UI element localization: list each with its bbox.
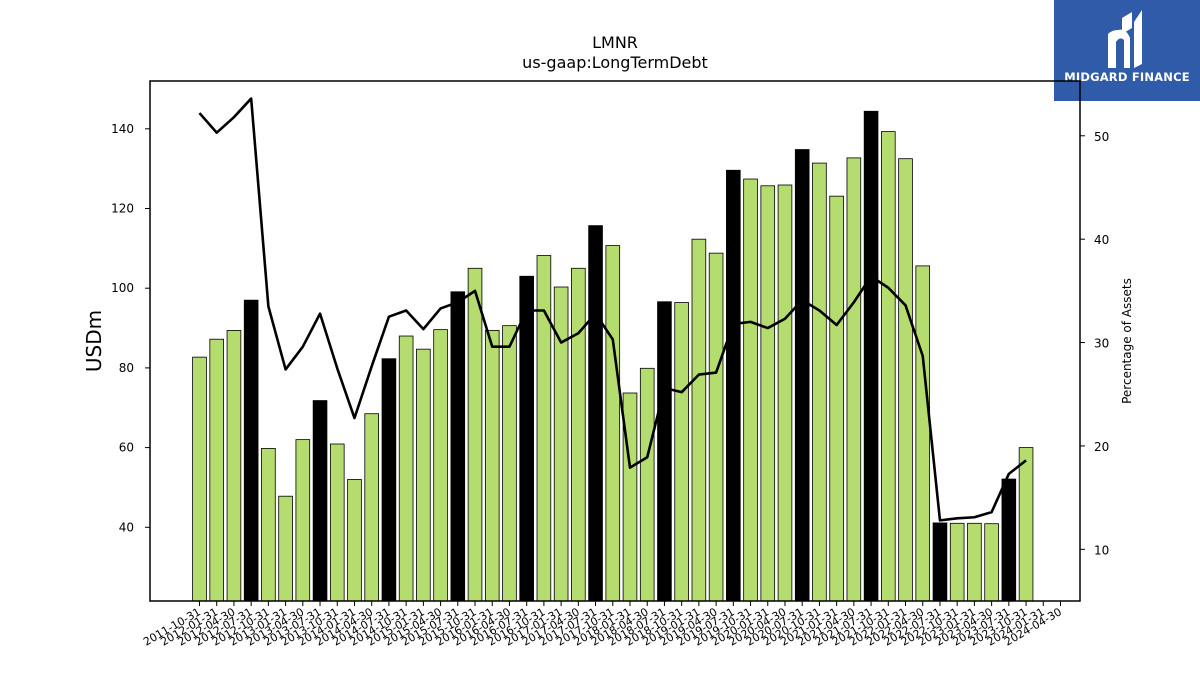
bar-2011-10-31 xyxy=(192,356,207,602)
series-line-pct-of-assets xyxy=(198,97,1027,522)
bar-2016-01-31 xyxy=(484,330,500,602)
y-left-tick-label: 40 xyxy=(119,520,134,534)
bar-2017-07-31 xyxy=(588,225,603,602)
bar-2018-10-31 xyxy=(674,302,689,602)
midgard-logo-icon xyxy=(1108,10,1142,68)
plot-frame xyxy=(149,80,1081,602)
brand-name: MIDGARD FINANCE xyxy=(1064,70,1190,84)
bar-2016-04-30 xyxy=(502,325,517,602)
bar-2012-04-30 xyxy=(226,330,242,602)
bar-2018-04-30 xyxy=(639,367,655,602)
y-axis-left-label: USDm xyxy=(82,310,106,372)
y-axis-right-label: Percentage of Assets xyxy=(1120,278,1134,404)
bar-2013-10-31 xyxy=(329,443,345,602)
y-left-tick-label: 120 xyxy=(111,202,134,216)
bar-2012-10-31 xyxy=(261,447,276,602)
bar-2020-07-31 xyxy=(794,149,810,602)
bar-2021-01-31 xyxy=(829,195,844,602)
bar-2012-07-31 xyxy=(243,299,259,602)
bar-2023-04-30 xyxy=(984,523,999,602)
bar-2017-04-30 xyxy=(571,267,586,602)
y-right-tick-label: 40 xyxy=(1094,233,1109,247)
bar-2015-07-31 xyxy=(450,291,466,602)
chart-title: LMNR xyxy=(592,33,638,52)
bar-2017-10-31 xyxy=(605,245,621,602)
bar-2021-04-30 xyxy=(846,157,862,602)
bar-2021-10-31 xyxy=(881,131,896,602)
x-axis: 2011-10-312012-01-312012-04-302012-07-31… xyxy=(141,601,1064,649)
y-right-tick-label: 50 xyxy=(1094,130,1109,144)
y-right-tick-label: 20 xyxy=(1094,440,1109,454)
bar-2022-01-31 xyxy=(898,158,913,602)
bar-2015-10-31 xyxy=(467,267,483,602)
bar-2012-01-31 xyxy=(209,338,225,602)
y-left-tick-label: 140 xyxy=(111,122,134,136)
bar-2022-10-31 xyxy=(949,522,965,602)
bar-2014-07-31 xyxy=(381,358,397,602)
bar-2015-04-30 xyxy=(433,329,448,602)
y-right-tick-label: 30 xyxy=(1094,337,1109,351)
bar-2018-07-31 xyxy=(657,301,672,602)
bar-2016-10-31 xyxy=(536,255,552,602)
bar-2022-04-30 xyxy=(915,265,931,602)
bar-2022-07-31 xyxy=(932,522,948,602)
y-left-tick-label: 100 xyxy=(111,281,134,295)
bar-2014-04-30 xyxy=(364,413,379,602)
chart-subtitle: us-gaap:LongTermDebt xyxy=(522,53,708,72)
bars-layer xyxy=(192,110,1034,602)
bar-2016-07-31 xyxy=(519,275,534,602)
bar-2014-10-31 xyxy=(398,335,414,602)
bar-2023-01-31 xyxy=(967,522,982,602)
bar-2023-07-31 xyxy=(1001,478,1017,602)
bar-2019-07-31 xyxy=(726,169,741,602)
y-left-tick-label: 80 xyxy=(119,361,134,375)
bar-2019-01-31 xyxy=(691,238,707,602)
y-left-tick-label: 60 xyxy=(119,441,134,455)
y-right-tick-label: 10 xyxy=(1094,543,1109,557)
bar-2019-04-30 xyxy=(708,252,724,602)
bar-2020-01-31 xyxy=(760,185,776,602)
bar-2015-01-31 xyxy=(416,348,431,602)
bar-2023-10-31 xyxy=(1018,447,1034,602)
bar-2021-07-31 xyxy=(863,110,879,602)
bar-2013-07-31 xyxy=(312,400,328,602)
bar-2020-04-30 xyxy=(777,184,793,602)
bar-2013-04-30 xyxy=(295,439,311,602)
bar-2014-01-31 xyxy=(347,479,362,602)
y-axis-right: 10 20 30 40 50 xyxy=(1080,130,1109,557)
line-layer xyxy=(198,97,1027,522)
y-axis-left: 40 60 80 100 120 140 xyxy=(111,122,150,534)
bar-2020-10-31 xyxy=(812,162,827,602)
bar-2013-01-31 xyxy=(278,495,293,602)
brand-logo-box: MIDGARD FINANCE xyxy=(1054,0,1200,101)
bar-2019-10-31 xyxy=(743,178,758,602)
